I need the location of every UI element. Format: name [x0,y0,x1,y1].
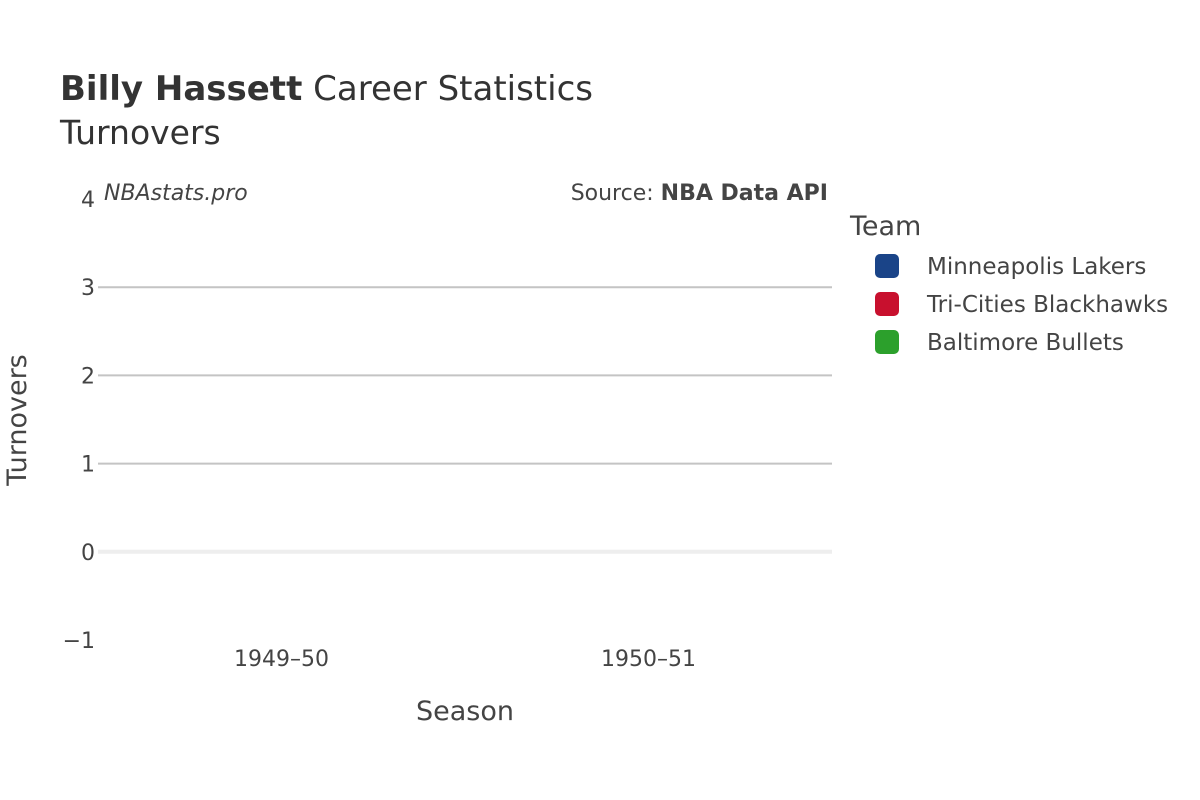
player-name: Billy Hassett [60,69,302,109]
x-axis-title: Season [416,696,514,727]
title-rest: Career Statistics [302,69,593,109]
chart-subtitle: Turnovers [59,113,221,152]
x-axis-ticks: 1949–50 1950–51 [234,647,696,672]
legend-swatch [875,330,899,354]
legend-swatch [875,292,899,316]
y-tick-label: −1 [63,629,95,654]
y-axis-ticks: −1 0 1 2 3 4 [63,188,95,654]
y-tick-label: 1 [81,453,95,478]
legend-label: Minneapolis Lakers [927,254,1146,280]
y-tick-label: 3 [81,276,95,301]
legend: Minneapolis Lakers Tri-Cities Blackhawks B… [875,254,1168,356]
y-tick-label: 2 [81,364,95,389]
legend-label: Baltimore Bullets [927,330,1124,356]
site-watermark: NBAstats.pro [104,181,248,206]
y-tick-label: 0 [81,541,95,566]
source-note: Source: NBA Data API [571,181,828,206]
gridlines [98,286,832,554]
legend-title: Team [849,211,921,242]
x-tick-label: 1949–50 [234,647,329,672]
y-tick-label: 4 [81,188,95,213]
x-tick-label: 1950–51 [601,647,696,672]
chart-title: Billy Hassett Career Statistics [60,69,593,109]
y-axis-title: Turnovers [2,354,33,487]
source-prefix: Source: [571,181,661,206]
legend-swatch [875,254,899,278]
source-name: NBA Data API [661,181,828,206]
legend-label: Tri-Cities Blackhawks [926,292,1168,318]
